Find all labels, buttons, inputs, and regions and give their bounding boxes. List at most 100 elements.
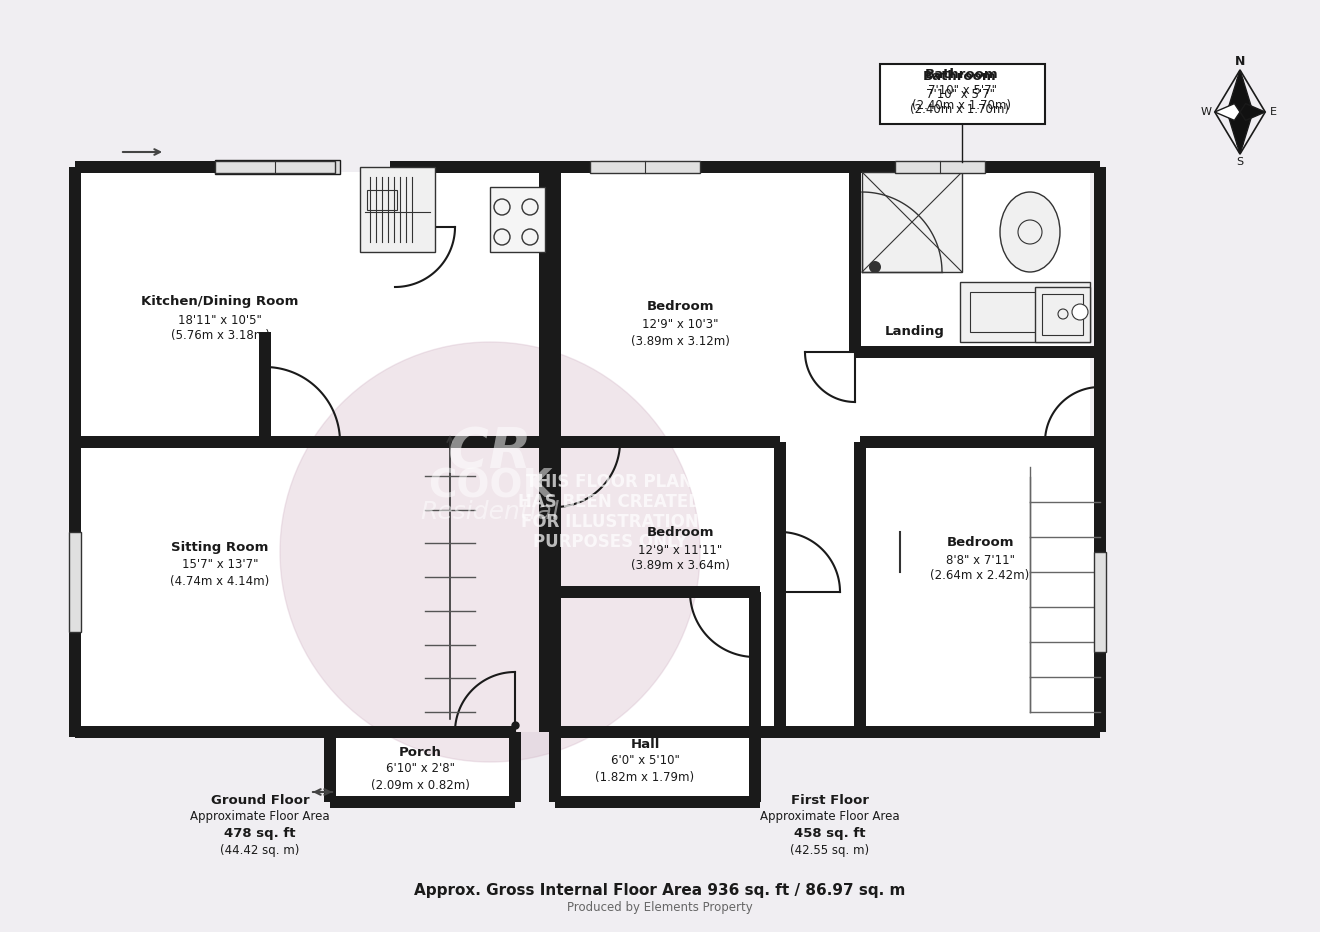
Text: CR: CR — [449, 425, 532, 479]
Bar — [970, 292, 1080, 332]
Bar — [69, 532, 81, 632]
Text: Residential: Residential — [421, 500, 560, 524]
Bar — [330, 726, 515, 738]
Circle shape — [280, 342, 700, 762]
Text: Bedroom: Bedroom — [946, 536, 1014, 549]
Bar — [75, 442, 545, 732]
Bar — [75, 436, 265, 448]
Circle shape — [869, 261, 880, 273]
Text: (5.76m x 3.18m): (5.76m x 3.18m) — [170, 330, 269, 342]
Bar — [140, 161, 335, 173]
Text: 6'10" x 2'8": 6'10" x 2'8" — [385, 762, 454, 775]
Bar — [1094, 167, 1106, 732]
Text: Kitchen/Dining Room: Kitchen/Dining Room — [141, 295, 298, 308]
Circle shape — [1072, 304, 1088, 320]
Bar — [861, 442, 1100, 732]
Text: Bathroom: Bathroom — [923, 71, 997, 84]
Bar — [1041, 294, 1082, 335]
Text: 15'7" x 13'7": 15'7" x 13'7" — [182, 558, 259, 571]
Text: Approximate Floor Area: Approximate Floor Area — [760, 810, 900, 823]
Text: 458 sq. ft: 458 sq. ft — [795, 827, 866, 840]
Bar — [330, 712, 515, 802]
Bar — [265, 436, 545, 448]
Text: N: N — [1234, 55, 1245, 68]
Bar — [748, 592, 762, 802]
Bar — [554, 167, 855, 442]
Text: W: W — [1201, 107, 1212, 117]
Text: 12'9" x 10'3": 12'9" x 10'3" — [642, 319, 718, 332]
Text: 18'11" x 10'5": 18'11" x 10'5" — [178, 313, 261, 326]
Bar — [75, 726, 341, 738]
Bar — [259, 332, 271, 442]
Bar — [849, 167, 861, 352]
Bar — [389, 161, 557, 173]
Bar — [539, 167, 550, 442]
Bar — [1094, 552, 1106, 652]
Bar — [862, 172, 962, 272]
Text: E: E — [1270, 107, 1276, 117]
Text: 8'8" x 7'11": 8'8" x 7'11" — [945, 554, 1015, 567]
Polygon shape — [1229, 112, 1251, 154]
Bar — [554, 442, 865, 732]
Bar — [367, 190, 397, 210]
Ellipse shape — [1001, 192, 1060, 272]
Bar — [490, 187, 545, 252]
Bar — [960, 282, 1090, 342]
Text: (42.55 sq. m): (42.55 sq. m) — [791, 844, 870, 857]
Text: Bedroom: Bedroom — [647, 526, 714, 539]
Bar — [554, 726, 1100, 738]
Text: (1.82m x 1.79m): (1.82m x 1.79m) — [595, 771, 694, 784]
Bar — [774, 442, 785, 732]
Bar — [895, 161, 985, 173]
Text: Bedroom: Bedroom — [647, 300, 714, 313]
Bar — [554, 796, 760, 808]
Text: Porch: Porch — [399, 746, 441, 759]
Bar — [855, 167, 1090, 352]
Bar — [215, 160, 341, 174]
Polygon shape — [1239, 103, 1265, 120]
Bar — [554, 436, 780, 448]
Text: Approx. Gross Internal Floor Area 936 sq. ft / 86.97 sq. m: Approx. Gross Internal Floor Area 936 sq… — [414, 883, 906, 898]
Text: 478 sq. ft: 478 sq. ft — [224, 827, 296, 840]
Text: HAS BEEN CREATED: HAS BEEN CREATED — [517, 493, 702, 511]
Bar — [323, 732, 337, 802]
Text: (44.42 sq. m): (44.42 sq. m) — [220, 844, 300, 857]
Text: (4.74m x 4.14m): (4.74m x 4.14m) — [170, 574, 269, 587]
Text: 7'10" x 5'7": 7'10" x 5'7" — [928, 84, 997, 97]
Text: S: S — [1237, 158, 1243, 168]
Polygon shape — [1229, 70, 1251, 112]
Text: Ground Floor: Ground Floor — [211, 794, 309, 807]
Bar — [780, 332, 1090, 592]
Text: (3.89m x 3.12m): (3.89m x 3.12m) — [631, 335, 730, 348]
Text: (3.89m x 3.64m): (3.89m x 3.64m) — [631, 559, 730, 572]
Text: First Floor: First Floor — [791, 794, 869, 807]
Text: (2.40m x 1.70m): (2.40m x 1.70m) — [911, 103, 1010, 116]
Text: COOK: COOK — [428, 468, 552, 506]
Text: Produced by Elements Property: Produced by Elements Property — [568, 901, 752, 914]
Text: Sitting Room: Sitting Room — [172, 541, 269, 554]
Bar — [554, 586, 760, 598]
Text: (2.09m x 0.82m): (2.09m x 0.82m) — [371, 778, 470, 791]
Bar — [590, 161, 700, 173]
Text: Hall: Hall — [631, 737, 660, 750]
Text: 12'9" x 11'11": 12'9" x 11'11" — [638, 543, 722, 556]
Bar — [549, 167, 561, 802]
Bar — [539, 442, 550, 732]
Bar — [554, 161, 1100, 173]
Bar — [861, 436, 1100, 448]
Bar — [330, 796, 515, 808]
Text: (2.64m x 2.42m): (2.64m x 2.42m) — [931, 569, 1030, 582]
Bar — [880, 64, 1045, 124]
Text: 7'10" x 5'7": 7'10" x 5'7" — [925, 88, 994, 101]
Text: Approximate Floor Area: Approximate Floor Area — [190, 810, 330, 823]
Text: Landing: Landing — [886, 325, 945, 338]
Text: 6'0" x 5'10": 6'0" x 5'10" — [611, 755, 680, 767]
Bar — [360, 167, 436, 252]
Bar — [554, 642, 755, 802]
Bar — [510, 732, 521, 802]
Text: THIS FLOOR PLAN: THIS FLOOR PLAN — [527, 473, 693, 491]
Polygon shape — [1214, 103, 1239, 120]
Bar — [215, 161, 335, 173]
Text: FOR ILLUSTRATION: FOR ILLUSTRATION — [521, 513, 698, 531]
Bar — [69, 167, 81, 737]
